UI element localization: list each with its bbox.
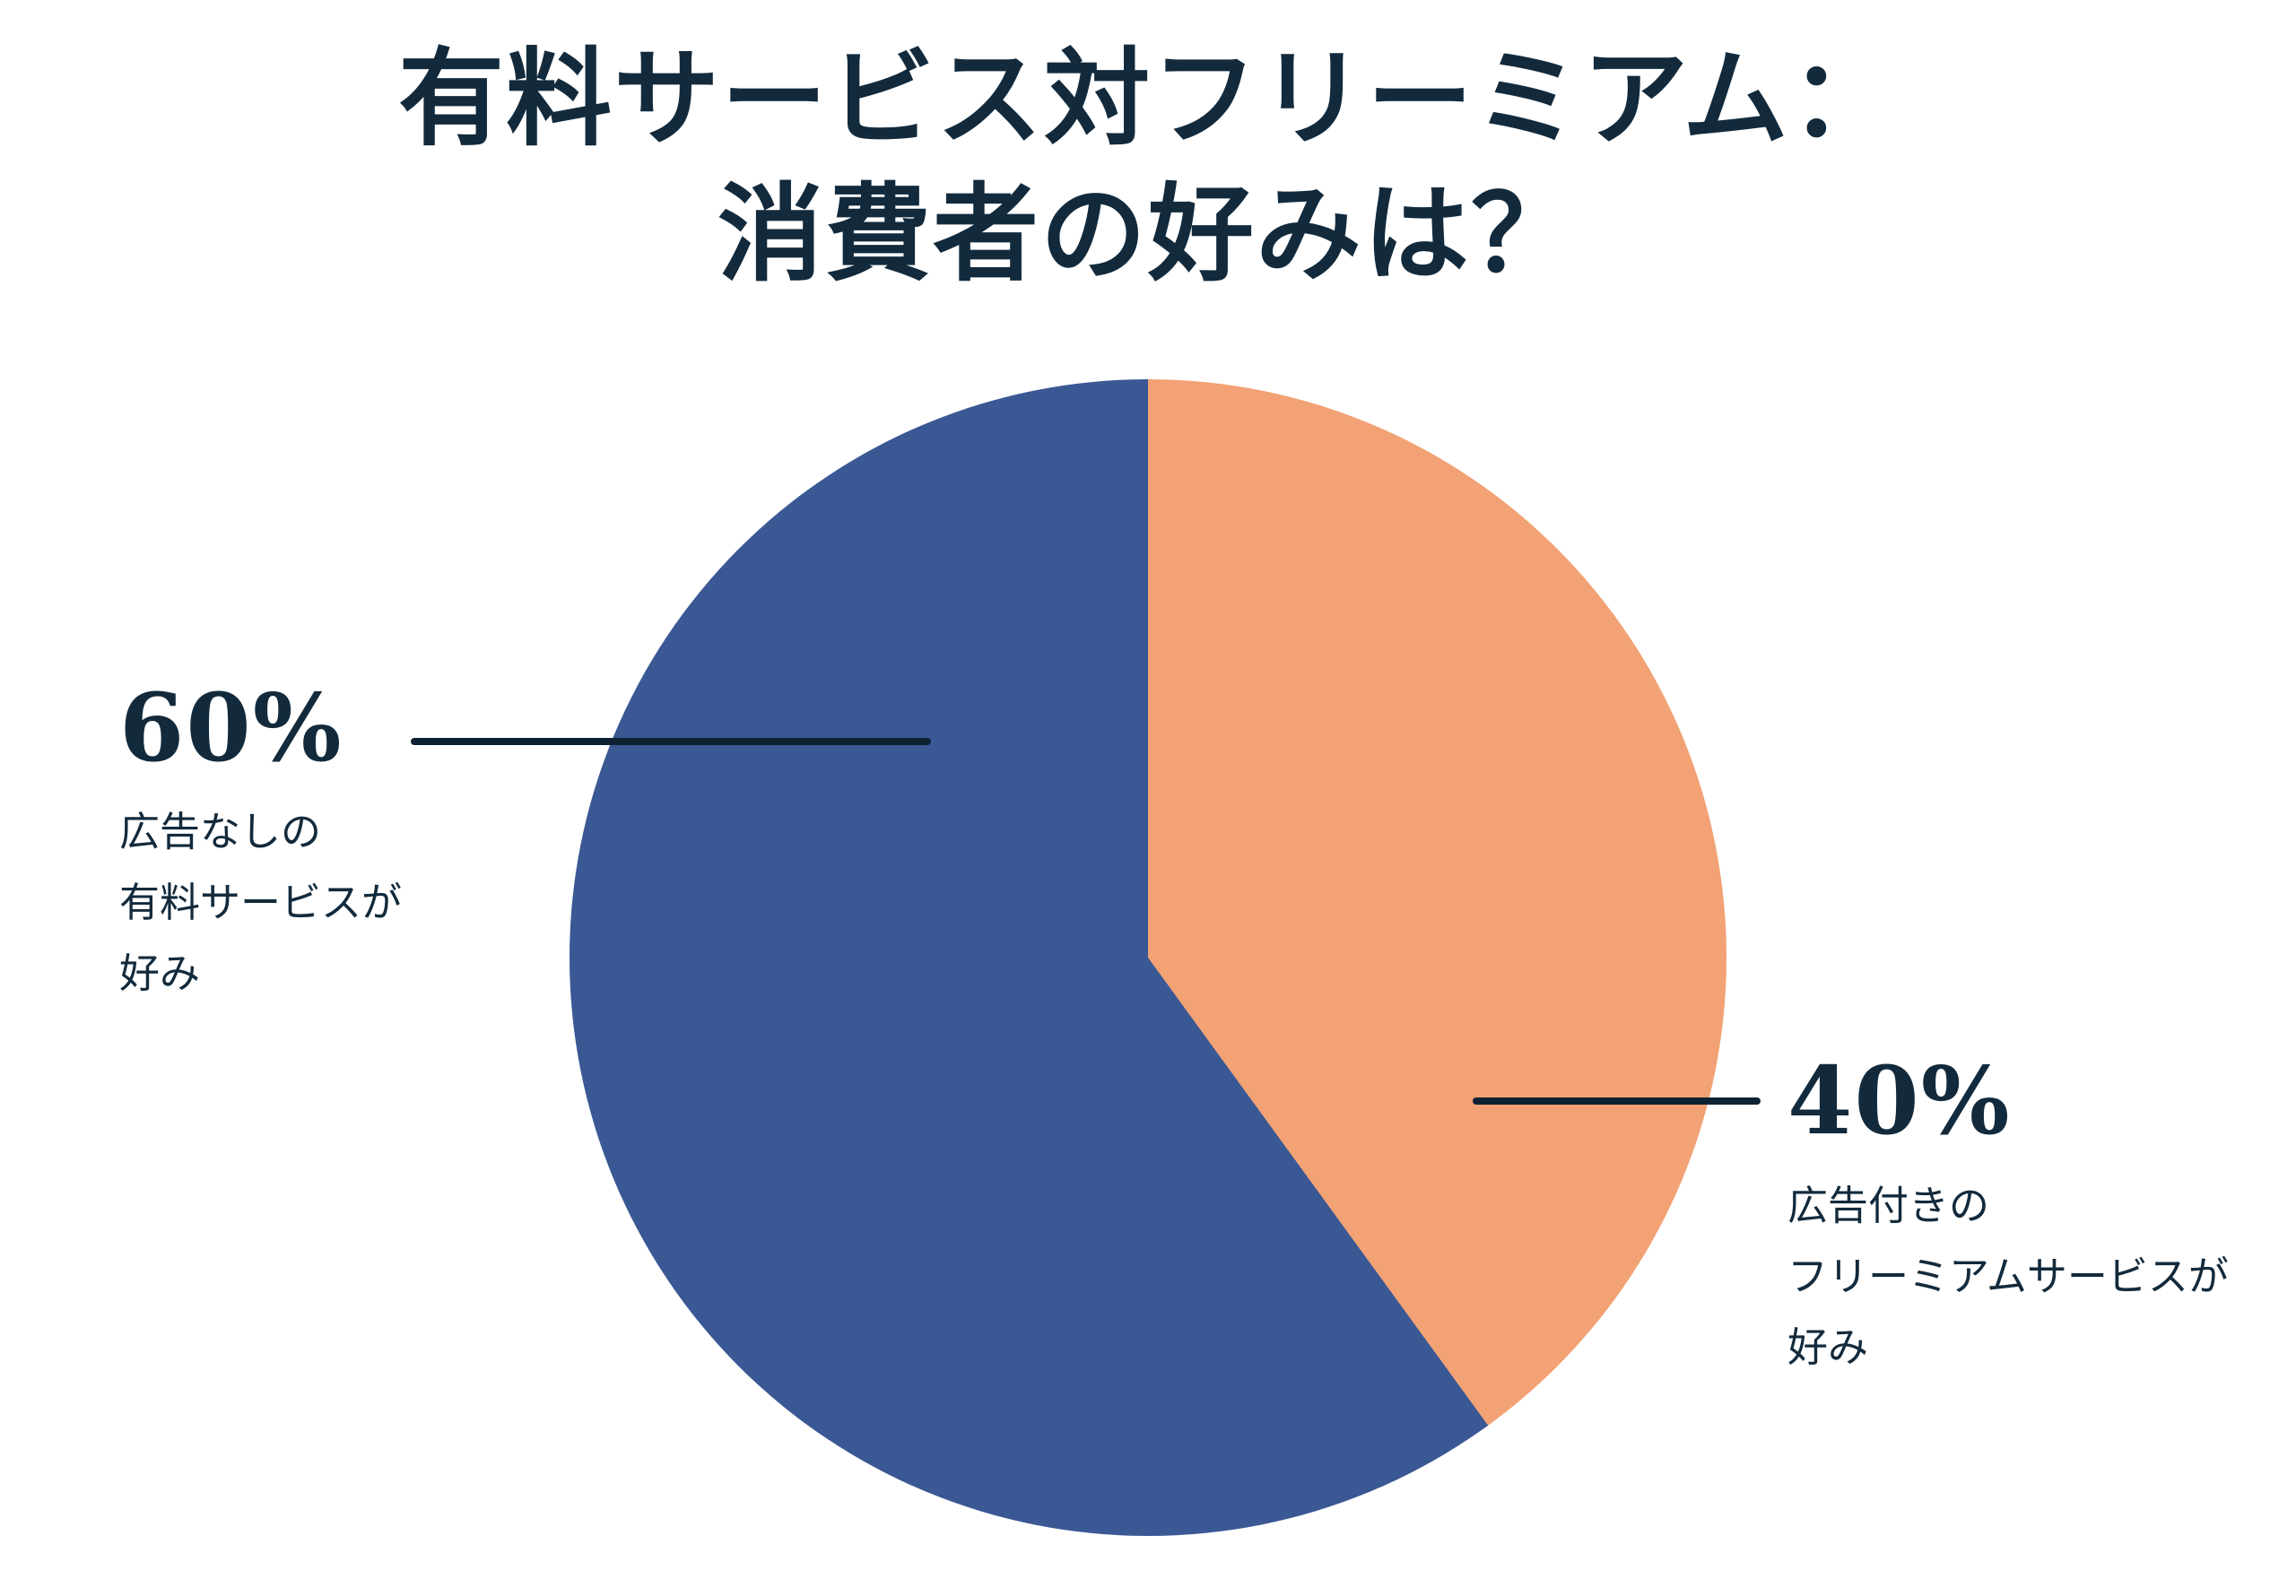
slice-description-40-line-3: 好み [1787,1324,1869,1370]
slice-description-60-line-1: 広告なしの [119,809,322,854]
slice-description-40-line-2: フリーミアムサービスが [1787,1253,2229,1299]
chart-title: 有料サービス対フリーミアム： 消費者の好みは？ [0,32,2296,303]
slice-description-60-line-2: 有料サービスが [119,880,403,925]
pct-label-60: 60% [119,672,344,783]
pct-label-40: 40% [1787,1045,2012,1156]
leader-line-40 [1473,1097,1761,1105]
slice-description-60-line-3: 好み [119,950,201,996]
slice-description-60: 広告なしの 有料サービスが 好み [119,796,402,1009]
leader-line-60 [411,738,931,745]
pie-chart [570,379,1726,1536]
chart-title-line-2: 消費者の好みは？ [717,176,1578,295]
chart-title-line-1: 有料サービス対フリーミアム： [398,40,1898,159]
slice-description-40: 広告付きの フリーミアムサービスが 好み [1787,1170,2229,1383]
slice-description-40-line-1: 広告付きの [1787,1183,1990,1228]
